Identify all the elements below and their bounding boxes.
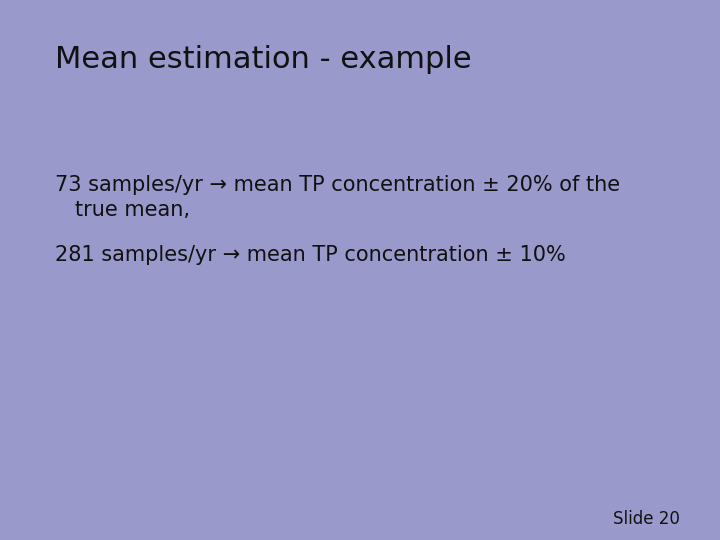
Text: 73 samples/yr → mean TP concentration ± 20% of the: 73 samples/yr → mean TP concentration ± … bbox=[55, 175, 620, 195]
Text: true mean,: true mean, bbox=[75, 200, 190, 220]
Text: Mean estimation - example: Mean estimation - example bbox=[55, 45, 472, 74]
Text: 281 samples/yr → mean TP concentration ± 10%: 281 samples/yr → mean TP concentration ±… bbox=[55, 245, 566, 265]
Text: Slide 20: Slide 20 bbox=[613, 510, 680, 528]
